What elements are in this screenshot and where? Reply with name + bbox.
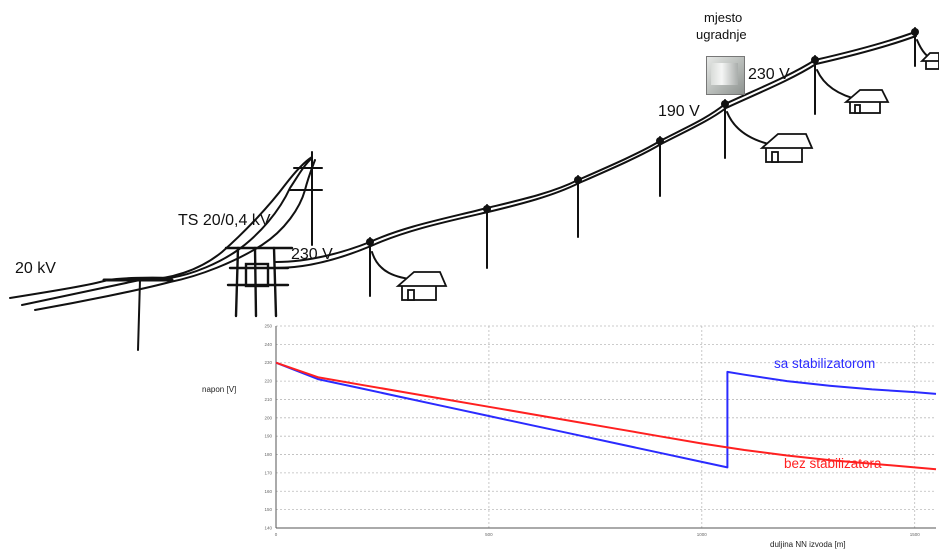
y-tick-label: 220 [264,379,272,384]
substation-label: TS 20/0,4 kV [178,212,271,229]
y-axis-label: napon [V] [202,385,237,394]
install-location-label-line2: ugradnje [696,27,747,42]
lv-conductor [275,31,916,263]
y-tick-label: 170 [264,470,272,475]
series-line-unstabilized [275,361,937,471]
hv-conductor [21,156,313,306]
lv-conductor [275,35,917,269]
y-tick-label: 180 [264,452,272,457]
series-line-stabilized [275,361,937,469]
start-voltage-label: 230 V [291,246,333,263]
stabilizer-device-image [706,56,745,95]
x-tick-label: 1500 [910,532,921,537]
house-icon [919,52,939,70]
y-tick-label: 160 [264,489,272,494]
install-location-label-line1: mjesto [704,10,743,25]
house-icon [395,271,448,301]
drop-voltage-label: 190 V [658,103,700,120]
y-tick-label: 150 [264,507,272,512]
hv-conductor [34,159,316,311]
boosted-voltage-label: 230 V [748,66,790,83]
substation-structure [224,246,294,318]
hv-conductor [9,157,313,299]
x-tick-label: 0 [275,532,278,537]
series-label-stabilized: sa stabilizatorom [774,356,876,371]
y-tick-label: 200 [264,415,272,420]
x-tick-label: 500 [485,532,493,537]
y-tick-label: 190 [264,434,272,439]
y-tick-label: 250 [264,324,272,329]
house-icon [843,89,890,114]
hv-label: 20 kV [15,260,56,277]
x-tick-label: 1000 [697,532,708,537]
house-icon [759,133,814,163]
hv-pole [137,279,141,351]
series-label-unstabilized: bez stabilizatora [784,456,882,471]
y-tick-label: 140 [264,526,272,531]
y-tick-label: 230 [264,360,272,365]
x-axis-label: duljina NN izvoda [m] [770,540,846,549]
y-tick-label: 210 [264,397,272,402]
y-tick-label: 240 [264,342,272,347]
